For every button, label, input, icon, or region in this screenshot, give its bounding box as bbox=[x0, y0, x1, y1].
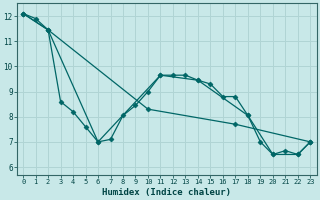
X-axis label: Humidex (Indice chaleur): Humidex (Indice chaleur) bbox=[102, 188, 231, 197]
